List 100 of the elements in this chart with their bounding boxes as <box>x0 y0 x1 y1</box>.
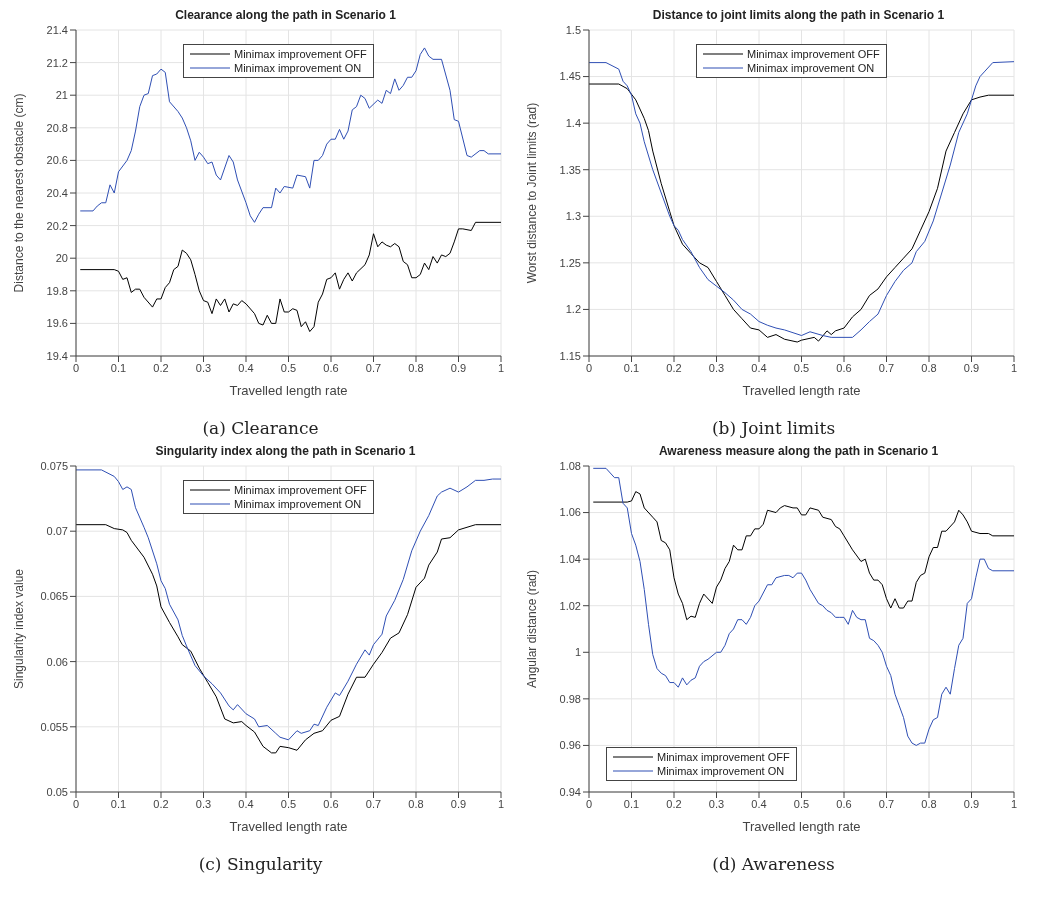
x-tick-label: 0.5 <box>793 361 810 374</box>
text: (a) Clearance <box>201 418 320 438</box>
y-tick-label: 1.5 <box>565 23 581 36</box>
x-tick-label: 0.3 <box>195 361 212 374</box>
x-tick-label: 0.3 <box>708 797 725 810</box>
x-tick-label: 0.9 <box>450 797 467 810</box>
chart-title: Singularity index along the path in Scenario 1 <box>154 444 417 460</box>
legend-label: Minimax improvement ON <box>747 61 875 75</box>
y-tick-label: 0.065 <box>40 590 68 603</box>
y-tick-label: 1.35 <box>559 163 581 176</box>
y-tick-label: 1.3 <box>565 210 581 223</box>
x-tick-label: 0.7 <box>878 361 895 374</box>
x-tick-label: 0.9 <box>963 797 980 810</box>
line-series <box>76 469 501 741</box>
y-tick-label: 1.4 <box>565 117 581 130</box>
chart-title: Awareness measure along the path in Scenario 1 <box>657 444 940 460</box>
x-tick-label: 0.8 <box>408 797 424 810</box>
y-tick-label: 19.6 <box>46 317 68 330</box>
y-tick-label: 1.25 <box>559 256 581 269</box>
x-tick-label: 0.3 <box>708 361 725 374</box>
y-tick-label: 1.04 <box>559 553 581 566</box>
legend-label: Minimax improvement OFF <box>234 483 367 497</box>
x-tick-label: 0.6 <box>323 797 339 810</box>
y-tick-label: 0.07 <box>46 525 68 538</box>
y-tick-label: 19.4 <box>46 349 68 362</box>
line-series <box>76 524 501 754</box>
x-tick-label: 0.7 <box>365 361 382 374</box>
y-tick-label: 1.08 <box>559 459 581 472</box>
chart-title: Distance to joint limits along the path in Scenario 1 <box>651 8 946 24</box>
x-tick-label: 0.5 <box>280 361 297 374</box>
x-tick-label: 0.1 <box>110 361 127 374</box>
x-tick-label: 0.6 <box>323 361 339 374</box>
y-axis-title: Angular distance (rad) <box>525 569 540 689</box>
x-tick-label: 0.8 <box>921 361 937 374</box>
text: (b) Joint limits <box>710 418 837 438</box>
x-tick-label: 0.8 <box>408 361 424 374</box>
y-tick-label: 0.05 <box>46 785 68 798</box>
y-tick-label: 1.15 <box>559 349 581 362</box>
x-tick-label: 1 <box>497 797 505 810</box>
y-tick-label: 20.8 <box>46 121 68 134</box>
x-axis-title: Travelled length rate <box>229 819 348 835</box>
x-tick-label: 0.7 <box>878 797 895 810</box>
y-tick-label: 20.4 <box>46 186 68 199</box>
x-axis-title: Travelled length rate <box>742 383 861 399</box>
x-axis-title: Travelled length rate <box>229 383 348 399</box>
y-tick-label: 21.2 <box>46 56 68 69</box>
x-tick-label: 0.2 <box>153 361 169 374</box>
x-tick-label: 1 <box>497 361 505 374</box>
x-tick-label: 0.1 <box>110 797 127 810</box>
y-axis-title: Distance to the nearest obstacle (cm) <box>12 93 27 293</box>
x-tick-label: 0.4 <box>238 797 254 810</box>
y-tick-label: 19.8 <box>46 284 68 297</box>
y-tick-label: 20.6 <box>46 154 68 167</box>
y-tick-label: 1.2 <box>565 303 581 316</box>
x-tick-label: 0 <box>585 797 593 810</box>
x-tick-label: 0.1 <box>623 797 640 810</box>
x-tick-label: 0.1 <box>623 361 640 374</box>
x-tick-label: 0.9 <box>450 361 467 374</box>
x-tick-label: 0.2 <box>153 797 169 810</box>
line-series <box>592 467 1014 746</box>
legend-label: Minimax improvement OFF <box>747 47 880 61</box>
y-tick-label: 0.96 <box>559 739 581 752</box>
line-series <box>79 47 501 223</box>
x-tick-label: 0.7 <box>365 797 382 810</box>
x-tick-label: 0.2 <box>666 361 682 374</box>
line-series <box>79 221 501 333</box>
y-tick-label: 0.94 <box>559 785 581 798</box>
x-tick-label: 0.2 <box>666 797 682 810</box>
x-tick-label: 0.8 <box>921 797 937 810</box>
x-tick-label: 1 <box>1010 797 1018 810</box>
text: (c) Singularity <box>197 854 324 874</box>
y-tick-label: 1.45 <box>559 70 581 83</box>
x-tick-label: 0 <box>72 361 80 374</box>
x-tick-label: 0.3 <box>195 797 212 810</box>
y-tick-label: 1.02 <box>559 599 581 612</box>
legend-label: Minimax improvement OFF <box>657 750 790 764</box>
x-axis-title: Travelled length rate <box>742 819 861 835</box>
y-tick-label: 21 <box>55 89 68 102</box>
x-tick-label: 0.5 <box>280 797 297 810</box>
y-tick-label: 21.4 <box>46 23 68 36</box>
y-tick-label: 0.98 <box>559 692 581 705</box>
x-tick-label: 0.4 <box>238 361 254 374</box>
x-tick-label: 0.6 <box>836 797 852 810</box>
x-tick-label: 0.4 <box>751 797 767 810</box>
text: (d) Awareness <box>711 854 836 874</box>
x-tick-label: 0 <box>72 797 80 810</box>
y-tick-label: 20 <box>55 252 68 265</box>
y-axis-title: Singularity index value <box>12 568 27 690</box>
y-tick-label: 20.2 <box>46 219 68 232</box>
y-axis-title: Worst distance to Joint limits (rad) <box>525 102 540 284</box>
y-tick-label: 1.06 <box>559 506 581 519</box>
x-tick-label: 0.5 <box>793 797 810 810</box>
legend-label: Minimax improvement OFF <box>234 47 367 61</box>
legend-label: Minimax improvement ON <box>657 764 785 778</box>
y-tick-label: 1 <box>574 646 581 659</box>
x-tick-label: 0.6 <box>836 361 852 374</box>
legend-label: Minimax improvement ON <box>234 497 362 511</box>
y-tick-label: 0.055 <box>40 720 68 733</box>
legend-label: Minimax improvement ON <box>234 61 362 75</box>
line-series <box>592 491 1014 621</box>
